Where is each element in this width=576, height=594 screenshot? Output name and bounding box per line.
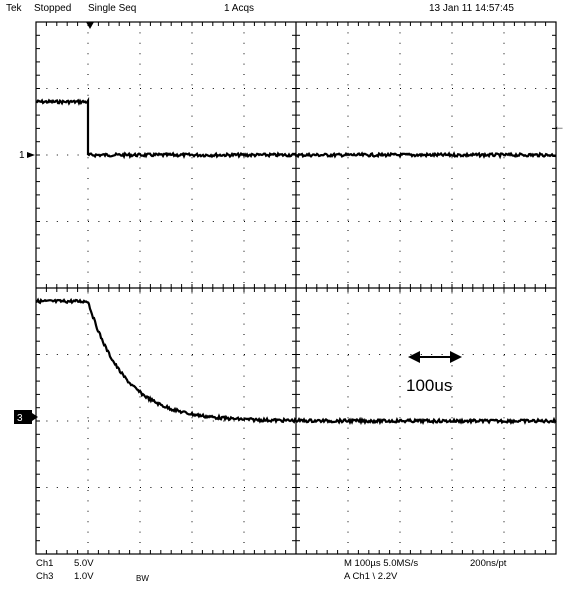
ch1-scale: 5.0V xyxy=(74,558,94,569)
ch1-waveform xyxy=(35,96,557,160)
time-annotation: 100us xyxy=(406,351,462,395)
resolution-readout: 200ns/pt xyxy=(470,558,507,569)
ch3-label: Ch3 xyxy=(36,571,54,582)
ch3-waveform xyxy=(35,297,557,426)
timebase-readout: M 100µs 5.0MS/s xyxy=(344,558,419,569)
datetime-label: 13 Jan 11 14:57:45 xyxy=(429,3,514,14)
trigger-readout: A Ch1 \ 2.2V xyxy=(344,571,398,582)
trigger-level-arrow-icon: ← xyxy=(553,119,565,133)
run-state-label: Stopped xyxy=(34,3,72,14)
brand-label: Tek xyxy=(6,3,22,14)
ch3-scale: 1.0V xyxy=(74,571,94,582)
ch1-ground-marker: 1 xyxy=(19,150,35,161)
ch3-ground-marker-label: 3 xyxy=(17,413,23,424)
settings-readout: Ch1 5.0V Ch3 1.0V BW M 100µs 5.0MS/s 200… xyxy=(0,555,576,594)
ch1-ground-marker-label: 1 xyxy=(19,150,25,161)
graticule-center-axes xyxy=(35,21,557,555)
bandwidth-limit-label: BW xyxy=(136,574,149,583)
acquisition-count-label: 1 Acqs xyxy=(224,3,255,14)
ch3-ground-marker: 3 xyxy=(14,410,38,424)
time-annotation-label: 100us xyxy=(406,376,452,395)
arrow-left-icon xyxy=(408,351,420,363)
acquisition-mode-label: Single Seq xyxy=(88,3,137,14)
trigger-position-marker xyxy=(86,22,94,29)
status-bar: Tek Stopped Single Seq 1 Acqs 13 Jan 11 … xyxy=(0,0,576,18)
arrow-right-icon xyxy=(450,351,462,363)
ch1-label: Ch1 xyxy=(36,558,54,569)
